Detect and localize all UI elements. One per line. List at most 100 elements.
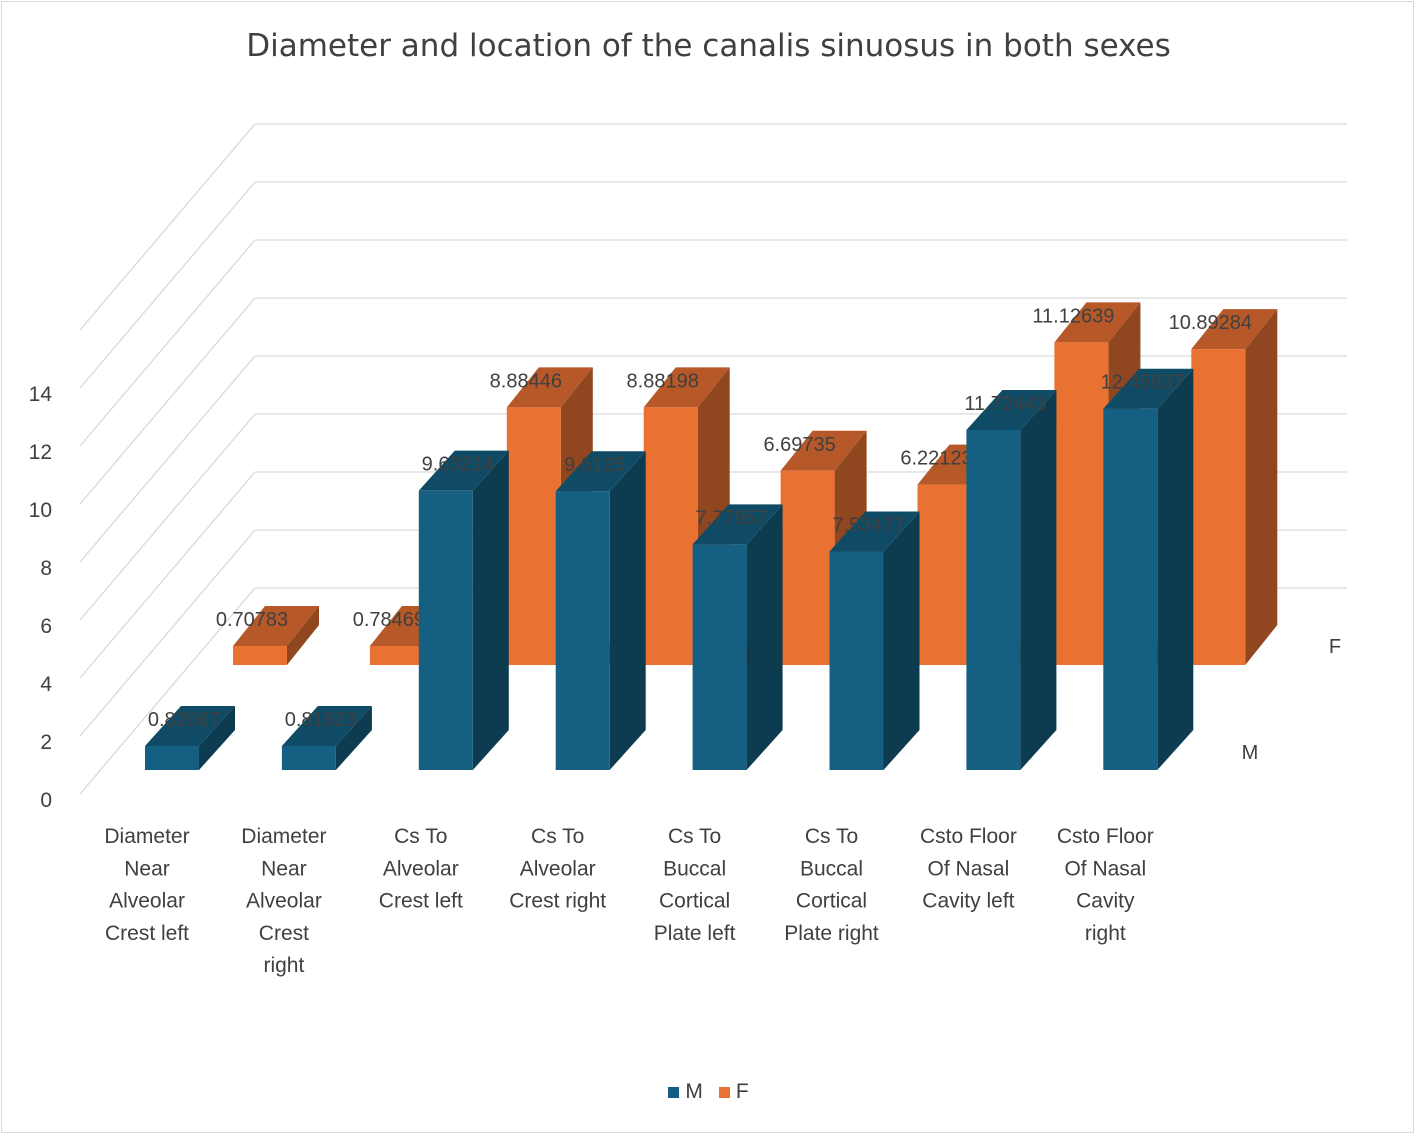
gridline-side bbox=[79, 355, 256, 563]
data-label-M: 9.6125 bbox=[564, 454, 625, 476]
x-tick-line: Crest left bbox=[379, 890, 463, 913]
bar-side-face bbox=[1020, 389, 1057, 770]
bar-top-face bbox=[281, 706, 372, 746]
y-tick-label: 12 bbox=[29, 441, 52, 464]
y-tick-label: 10 bbox=[29, 499, 52, 522]
bar-front-face bbox=[917, 484, 972, 665]
x-tick-label: Diameter Near Alveolar Crest right bbox=[241, 825, 326, 977]
bar-top-face bbox=[418, 450, 509, 491]
gridline-side bbox=[79, 239, 256, 447]
data-label-M: 7.77957 bbox=[695, 507, 767, 529]
data-label-M: 9.63214 bbox=[422, 454, 494, 476]
bar-side-face bbox=[472, 450, 509, 770]
legend-swatch bbox=[668, 1086, 680, 1098]
data-label-M: 0.81623 bbox=[285, 709, 357, 731]
x-tick-line: Alveolar bbox=[520, 857, 596, 880]
bar-M bbox=[555, 451, 646, 770]
gridline-side bbox=[79, 471, 256, 679]
bar-M bbox=[1103, 368, 1194, 770]
x-tick-line: Csto Floor bbox=[920, 825, 1017, 848]
x-tick-line: Alveolar bbox=[383, 857, 459, 880]
gridline-side bbox=[79, 181, 256, 389]
x-tick-line: Cs To bbox=[668, 825, 721, 848]
bar-front-face bbox=[281, 746, 336, 770]
legend-label: M bbox=[685, 1080, 703, 1103]
bar-side-face bbox=[335, 706, 372, 770]
bar-top-face bbox=[1054, 302, 1141, 343]
x-tick-label: Diameter Near Alveolar Crest left bbox=[104, 825, 189, 945]
bar-front-face bbox=[692, 544, 747, 770]
x-tick-line: right bbox=[263, 954, 304, 977]
x-tick-line: Cortical bbox=[659, 890, 730, 913]
x-tick-line: Crest right bbox=[509, 890, 606, 913]
bar-front-face bbox=[418, 490, 473, 770]
bar-front-face bbox=[1054, 342, 1109, 665]
x-tick-line: Buccal bbox=[663, 857, 726, 880]
bar-side-face bbox=[1157, 368, 1194, 770]
bar-side-face bbox=[609, 451, 646, 770]
x-tick-label: Csto Floor Of Nasal Cavity left bbox=[920, 825, 1017, 913]
x-tick-line: Csto Floor bbox=[1057, 825, 1154, 848]
bar-top-face bbox=[555, 451, 646, 492]
gridline-side bbox=[79, 123, 256, 331]
bar-top-face bbox=[1191, 309, 1278, 350]
x-tick-label: Cs To Alveolar Crest left bbox=[379, 825, 463, 913]
x-tick-line: Alveolar bbox=[109, 890, 185, 913]
data-label-F: 8.88446 bbox=[490, 370, 562, 392]
x-tick-line: Buccal bbox=[800, 857, 863, 880]
bar-front-face bbox=[233, 646, 287, 665]
bar-M bbox=[692, 504, 783, 770]
x-tick-line: Diameter bbox=[104, 825, 189, 848]
bar-top-face bbox=[643, 367, 730, 408]
chart-title: Diameter and location of the canalis sin… bbox=[246, 28, 1171, 64]
legend-swatch bbox=[718, 1086, 730, 1098]
y-tick-label: 4 bbox=[40, 673, 52, 696]
bar-top-face bbox=[692, 504, 783, 545]
x-tick-line: Of Nasal bbox=[928, 857, 1010, 880]
gridline-side bbox=[79, 587, 256, 795]
bar-top-face bbox=[233, 606, 319, 646]
data-label-M: 11.72443 bbox=[964, 393, 1046, 415]
data-label-F: 0.78469 bbox=[353, 609, 425, 631]
bar-M bbox=[418, 450, 509, 770]
bar-front-face bbox=[555, 491, 610, 770]
bar-front-face bbox=[1191, 349, 1246, 665]
legend-item-M: M bbox=[668, 1080, 703, 1104]
data-label-F: 0.70783 bbox=[216, 609, 288, 631]
y-tick-label: 6 bbox=[40, 615, 52, 638]
bar-top-face bbox=[780, 430, 867, 471]
x-tick-line: Near bbox=[261, 857, 307, 880]
depth-label-M: M bbox=[1242, 742, 1259, 764]
legend-item-F: F bbox=[718, 1080, 749, 1104]
x-tick-line: Cortical bbox=[796, 890, 867, 913]
bar-front-face bbox=[1103, 408, 1158, 770]
x-tick-line: Near bbox=[124, 857, 170, 880]
gridline-side bbox=[79, 297, 256, 505]
x-tick-line: Cavity bbox=[1076, 890, 1135, 913]
gridline-side bbox=[79, 413, 256, 621]
x-tick-line: Diameter bbox=[241, 825, 326, 848]
x-tick-line: Cs To bbox=[394, 825, 447, 848]
bar-M bbox=[966, 389, 1057, 770]
bar-front-face bbox=[643, 407, 698, 665]
bar-front-face bbox=[780, 470, 835, 665]
x-tick-line: Crest bbox=[259, 922, 309, 945]
series-M bbox=[145, 368, 1194, 770]
y-tick-label: 0 bbox=[40, 789, 52, 812]
x-tick-label: Csto Floor Of Nasal Cavity right bbox=[1057, 825, 1154, 945]
x-tick-line: right bbox=[1085, 922, 1126, 945]
x-tick-label: Cs To Buccal Cortical Plate left bbox=[654, 825, 736, 945]
bar-M bbox=[145, 706, 235, 770]
x-tick-label: Cs To Buccal Cortical Plate right bbox=[784, 825, 879, 945]
y-tick-label: 8 bbox=[40, 557, 52, 580]
data-label-F: 6.22123 bbox=[900, 448, 972, 470]
x-tick-line: Of Nasal bbox=[1064, 857, 1146, 880]
x-tick-label: Cs To Alveolar Crest right bbox=[509, 825, 606, 913]
x-tick-line: Cavity left bbox=[922, 890, 1014, 913]
x-tick-line: Cs To bbox=[805, 825, 858, 848]
bar-top-face bbox=[1103, 368, 1194, 409]
bar-M bbox=[281, 706, 372, 770]
data-label-M: 7.53477 bbox=[832, 514, 904, 536]
